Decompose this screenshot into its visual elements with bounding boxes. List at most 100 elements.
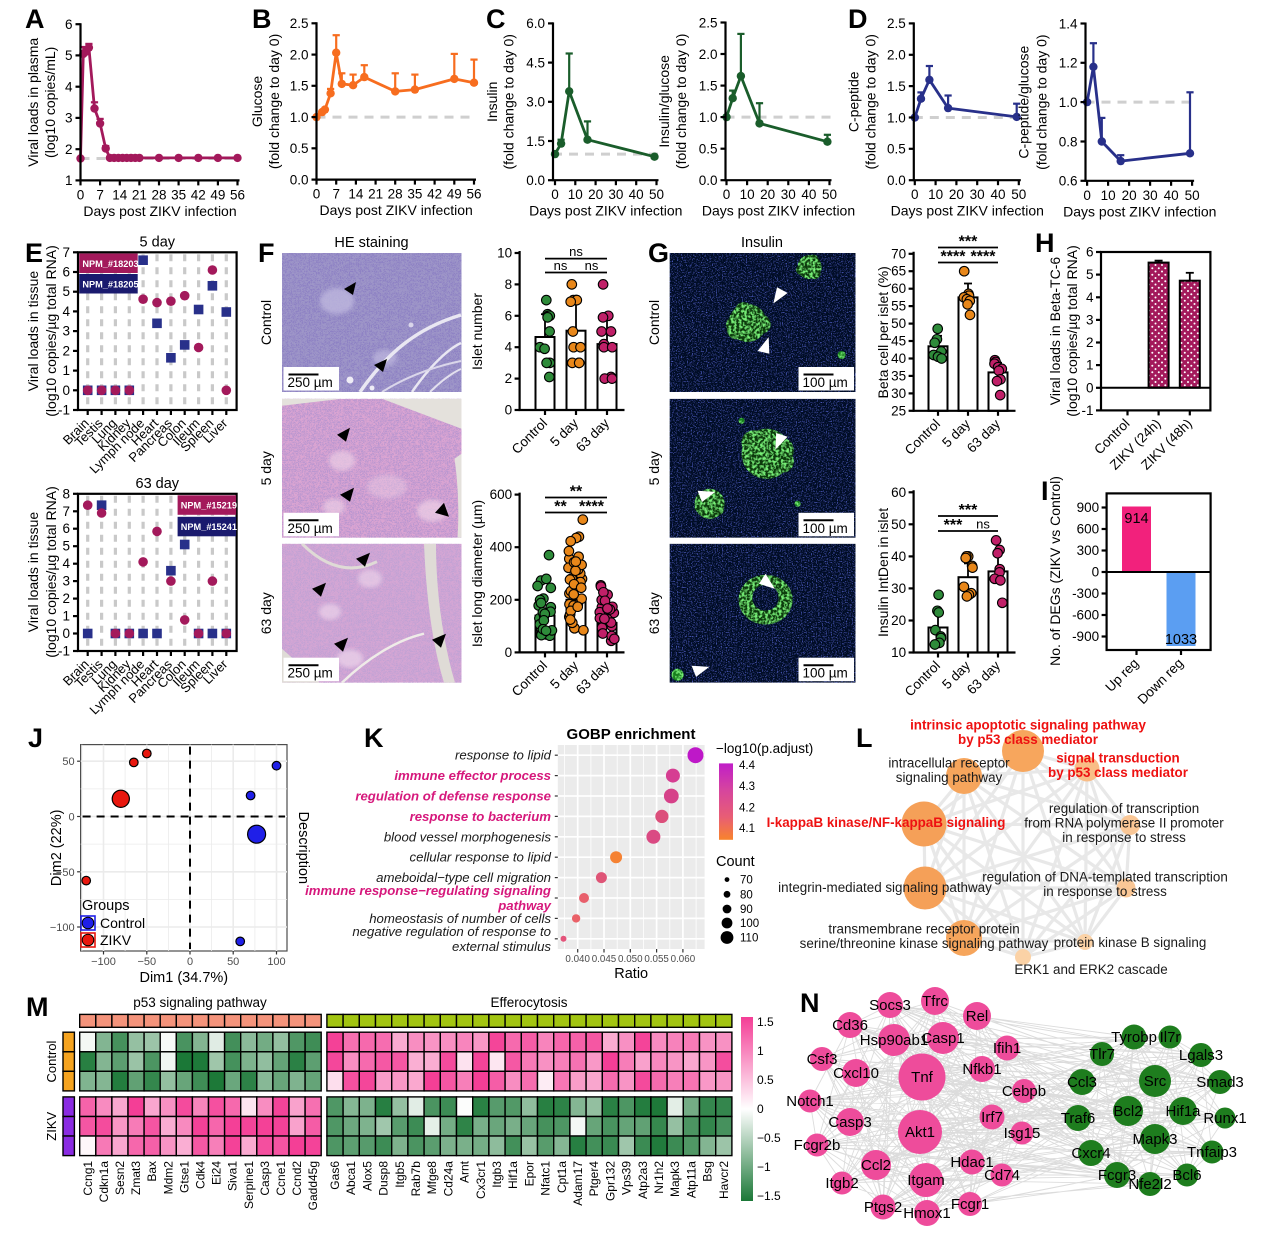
svg-text:0.5: 0.5 xyxy=(887,142,906,157)
svg-text:by p53 class mediator: by p53 class mediator xyxy=(958,732,1099,747)
svg-text:Cdkn1a: Cdkn1a xyxy=(97,1161,111,1203)
svg-text:2.5: 2.5 xyxy=(290,16,309,31)
svg-text:4: 4 xyxy=(62,304,70,319)
svg-text:0.055: 0.055 xyxy=(644,954,669,965)
svg-text:0.5: 0.5 xyxy=(757,1073,774,1087)
svg-text:regulation of DNA-templated tr: regulation of DNA-templated transcriptio… xyxy=(982,869,1228,884)
svg-text:response to bacterium: response to bacterium xyxy=(410,809,552,824)
svg-text:Hsp90ab1: Hsp90ab1 xyxy=(860,1032,928,1049)
svg-text:response to lipid: response to lipid xyxy=(455,748,552,763)
svg-text:Cd74: Cd74 xyxy=(984,1167,1020,1184)
svg-text:GOBP enrichment: GOBP enrichment xyxy=(567,726,696,743)
svg-text:10: 10 xyxy=(568,187,583,202)
svg-text:Socs3: Socs3 xyxy=(869,997,911,1014)
svg-text:signaling pathway: signaling pathway xyxy=(896,770,1003,785)
svg-text:Control: Control xyxy=(100,915,145,931)
svg-text:4.2: 4.2 xyxy=(739,803,755,815)
svg-text:Casp3: Casp3 xyxy=(828,1114,871,1131)
svg-text:Ptgs2: Ptgs2 xyxy=(864,1199,902,1216)
svg-text:(fold change to day 0): (fold change to day 0) xyxy=(863,34,879,169)
svg-text:1.0: 1.0 xyxy=(1059,95,1078,110)
svg-text:Ccng1: Ccng1 xyxy=(81,1161,95,1196)
svg-text:0: 0 xyxy=(187,956,193,968)
svg-text:pathway: pathway xyxy=(497,898,551,913)
svg-text:Tyrobp: Tyrobp xyxy=(1111,1029,1157,1046)
svg-text:56: 56 xyxy=(466,187,481,202)
svg-text:1.5: 1.5 xyxy=(290,79,309,94)
svg-text:0.6: 0.6 xyxy=(1059,174,1078,189)
svg-text:1: 1 xyxy=(62,609,70,624)
svg-text:110: 110 xyxy=(740,933,758,945)
svg-text:0: 0 xyxy=(68,812,74,824)
svg-text:Rab7b: Rab7b xyxy=(409,1161,423,1197)
svg-text:ns: ns xyxy=(976,517,990,532)
svg-text:50: 50 xyxy=(649,187,664,202)
svg-text:25: 25 xyxy=(891,403,906,418)
svg-text:0: 0 xyxy=(1092,565,1100,580)
svg-text:63 day: 63 day xyxy=(258,592,274,634)
svg-text:250 µm: 250 µm xyxy=(288,521,333,536)
svg-text:**: ** xyxy=(554,499,567,516)
svg-text:10: 10 xyxy=(740,187,755,202)
svg-text:0.040: 0.040 xyxy=(565,954,590,965)
svg-text:Cdk4: Cdk4 xyxy=(193,1161,207,1189)
svg-text:6: 6 xyxy=(65,17,73,32)
svg-text:65: 65 xyxy=(891,264,906,279)
svg-text:3: 3 xyxy=(1086,312,1094,327)
svg-text:Src: Src xyxy=(1144,1073,1167,1090)
svg-text:Mfge8: Mfge8 xyxy=(425,1161,439,1195)
svg-text:20: 20 xyxy=(949,187,964,202)
svg-text:4: 4 xyxy=(505,340,513,355)
svg-text:63 day: 63 day xyxy=(646,592,662,634)
svg-text:Dusp8: Dusp8 xyxy=(377,1161,391,1196)
svg-text:Control: Control xyxy=(44,1040,59,1082)
svg-text:(log10 copies/mL): (log10 copies/mL) xyxy=(42,47,58,158)
svg-text:14: 14 xyxy=(112,187,128,202)
svg-text:30: 30 xyxy=(1143,188,1158,203)
svg-text:0.050: 0.050 xyxy=(618,954,643,965)
svg-text:−log10(p.adjust): −log10(p.adjust) xyxy=(716,741,813,756)
svg-text:Hif1a: Hif1a xyxy=(506,1161,520,1189)
svg-text:2: 2 xyxy=(65,142,73,157)
svg-text:Viral loads in tissue: Viral loads in tissue xyxy=(25,512,41,633)
svg-text:5: 5 xyxy=(65,48,73,63)
svg-text:0: 0 xyxy=(911,187,919,202)
svg-text:Hmox1: Hmox1 xyxy=(903,1205,951,1222)
svg-text:E: E xyxy=(25,238,43,268)
svg-text:50: 50 xyxy=(891,316,906,331)
svg-text:negative regulation of respons: negative regulation of response to xyxy=(352,924,551,939)
svg-text:Mapk3: Mapk3 xyxy=(668,1161,682,1197)
svg-text:transmembrane receptor protein: transmembrane receptor protein xyxy=(828,921,1019,936)
svg-text:Runx1: Runx1 xyxy=(1203,1110,1246,1127)
svg-text:Ccl2: Ccl2 xyxy=(861,1157,891,1174)
svg-text:4.1: 4.1 xyxy=(739,823,755,835)
svg-text:Cx3cr1: Cx3cr1 xyxy=(474,1161,488,1199)
svg-text:40: 40 xyxy=(629,187,644,202)
svg-text:signal transduction: signal transduction xyxy=(1056,750,1180,765)
svg-text:2.5: 2.5 xyxy=(887,16,906,31)
svg-text:100 µm: 100 µm xyxy=(803,521,848,536)
svg-text:Smad3: Smad3 xyxy=(1196,1074,1244,1091)
svg-text:Itgb2: Itgb2 xyxy=(825,1175,858,1192)
svg-text:0.5: 0.5 xyxy=(290,141,309,156)
svg-text:Ccl3: Ccl3 xyxy=(1067,1074,1097,1091)
svg-text:50: 50 xyxy=(891,517,906,532)
svg-text:0: 0 xyxy=(505,403,513,418)
svg-text:homeostasis of number of cells: homeostasis of number of cells xyxy=(369,911,551,926)
svg-text:35: 35 xyxy=(407,187,422,202)
svg-text:Tnfaip3: Tnfaip3 xyxy=(1187,1144,1237,1161)
svg-text:in response to stress: in response to stress xyxy=(1062,830,1186,845)
svg-text:(fold change to day 0): (fold change to day 0) xyxy=(501,34,517,169)
svg-text:50: 50 xyxy=(822,187,837,202)
svg-text:Fcgr2b: Fcgr2b xyxy=(794,1137,841,1154)
svg-text:250 µm: 250 µm xyxy=(288,666,333,681)
svg-text:Epor: Epor xyxy=(522,1161,536,1186)
svg-text:4.4: 4.4 xyxy=(739,760,756,772)
svg-text:50: 50 xyxy=(1185,188,1200,203)
svg-text:immune response−regulating sig: immune response−regulating signaling xyxy=(305,883,551,898)
svg-text:600: 600 xyxy=(490,487,513,502)
svg-text:Nr1h2: Nr1h2 xyxy=(652,1161,666,1194)
svg-text:Itgb5: Itgb5 xyxy=(393,1161,407,1188)
svg-text:***: *** xyxy=(944,517,963,534)
svg-text:-300: -300 xyxy=(1072,586,1099,601)
